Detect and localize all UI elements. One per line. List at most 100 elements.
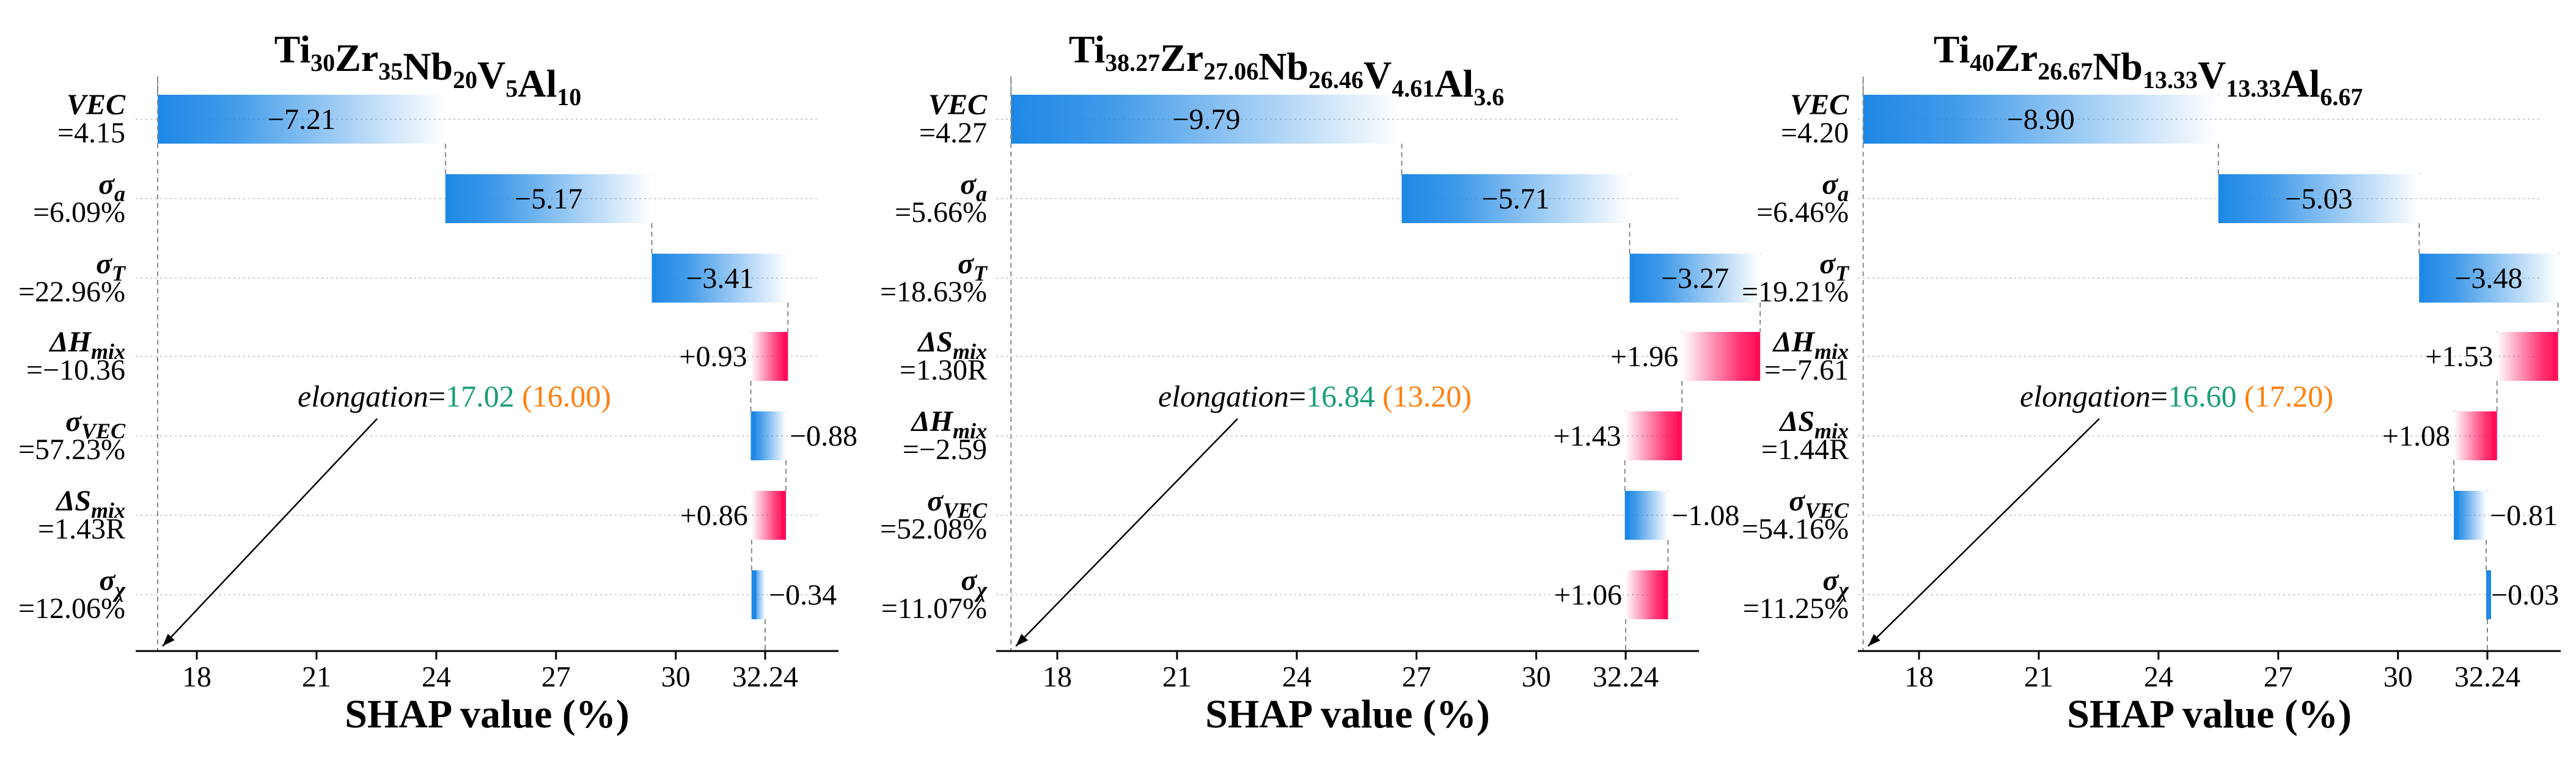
shap-bar-edge xyxy=(1011,95,1016,144)
shap-value-label: −7.21 xyxy=(268,103,336,136)
shap-value-label: +0.93 xyxy=(679,340,747,373)
shap-value-label: −3.41 xyxy=(686,262,754,295)
annotation-arrow xyxy=(162,418,378,647)
feature-value: =−10.36 xyxy=(26,354,125,386)
annotation-arrow xyxy=(1867,418,2100,647)
x-tick-label: 21 xyxy=(1162,661,1192,693)
shap-bar-positive xyxy=(751,491,786,540)
shap-bar-negative xyxy=(750,411,786,460)
x-tick-label: 32.24 xyxy=(732,661,798,693)
feature-value: =54.16% xyxy=(1742,513,1849,545)
shap-value-label: +1.43 xyxy=(1554,420,1621,452)
feature-value: =11.25% xyxy=(1743,592,1849,625)
shap-value-label: −9.79 xyxy=(1172,103,1240,136)
shap-value-label: −1.08 xyxy=(1671,499,1739,532)
shap-bar-edge xyxy=(751,570,757,619)
x-tick-label: 30 xyxy=(661,661,691,693)
feature-name: ΔHmix xyxy=(1772,326,1849,364)
feature-value: =22.96% xyxy=(18,276,125,308)
feature-name: σVEC xyxy=(927,485,988,523)
x-axis-label: SHAP value (%) xyxy=(345,692,629,737)
feature-name: σa xyxy=(960,168,987,206)
feature-name: ΔHmix xyxy=(911,405,987,443)
shap-bar-edge xyxy=(2492,411,2497,460)
shap-bar-positive xyxy=(1682,332,1761,381)
feature-value: =−7.61 xyxy=(1764,354,1849,386)
feature-value: =4.15 xyxy=(57,117,125,149)
feature-name: VEC xyxy=(1790,89,1849,121)
feature-name: ΔSmix xyxy=(917,326,987,364)
feature-value: =4.20 xyxy=(1781,117,1849,149)
feature-value: =6.46% xyxy=(1756,196,1849,229)
feature-name: σVEC xyxy=(1789,485,1849,523)
shap-bar-negative xyxy=(1863,95,2218,144)
x-tick-label: 21 xyxy=(2024,661,2053,693)
annotation-arrowhead xyxy=(1868,634,1881,646)
feature-name: ΔSmix xyxy=(55,485,125,523)
shap-value-label: −0.88 xyxy=(790,420,857,452)
shap-bar-edge xyxy=(2553,332,2558,381)
panel-title: Ti40Zr26.67Nb13.33V13.33Al6.67 xyxy=(1934,28,2363,111)
annotation-arrow xyxy=(1015,418,1238,647)
shap-bar-edge xyxy=(1629,254,1635,303)
shap-value-label: −3.48 xyxy=(2454,262,2522,295)
feature-name: ΔSmix xyxy=(1778,405,1849,443)
feature-name: σT xyxy=(96,248,127,285)
shap-bar-negative xyxy=(2454,491,2487,540)
feature-name: σχ xyxy=(1822,564,1849,602)
shap-value-label: −8.90 xyxy=(2007,103,2075,136)
shap-bar-edge xyxy=(2486,570,2492,619)
feature-value: =−2.59 xyxy=(903,433,987,466)
waterfall-panel-3: Ti40Zr26.67Nb13.33V13.33Al6.67 VEC=4.20 −8… xyxy=(1742,28,2561,737)
shap-value-label: −5.71 xyxy=(1482,183,1550,215)
shap-value-label: +1.96 xyxy=(1610,340,1678,373)
feature-value: =5.66% xyxy=(895,196,987,229)
shap-bar-edge xyxy=(1677,411,1682,460)
shap-bar-edge xyxy=(1401,174,1407,223)
shap-bar-edge xyxy=(2218,174,2223,223)
shap-bar-positive xyxy=(2454,411,2497,460)
feature-value: =6.09% xyxy=(33,196,125,229)
elongation-annotation: elongation=17.02 (16.00) xyxy=(298,379,611,413)
x-tick-label: 24 xyxy=(1282,661,1312,693)
shap-bar-edge xyxy=(783,332,788,381)
shap-bar-negative xyxy=(1629,254,1761,303)
feature-name: σT xyxy=(1819,248,1850,285)
feature-value: =57.23% xyxy=(18,433,125,466)
shap-bar-edge xyxy=(1755,332,1761,381)
x-tick-label: 18 xyxy=(182,661,211,693)
feature-name: σa xyxy=(1822,168,1849,206)
x-tick-label: 18 xyxy=(1043,661,1072,693)
shap-value-label: +1.53 xyxy=(2426,340,2493,373)
shap-bar-edge xyxy=(1863,95,1868,144)
x-tick-label: 21 xyxy=(302,661,331,693)
panel-title: Ti38.27Zr27.06Nb26.46V4.61Al3.6 xyxy=(1069,28,1504,111)
shap-bar-positive xyxy=(750,332,788,381)
shap-bar-edge xyxy=(157,95,163,144)
x-tick-label: 32.24 xyxy=(2454,661,2520,693)
feature-value: =19.21% xyxy=(1742,276,1849,308)
shap-bar-negative xyxy=(1011,95,1402,144)
x-tick-label: 24 xyxy=(422,661,451,693)
shap-bar-negative xyxy=(651,254,788,303)
shap-bar-negative xyxy=(2218,174,2420,223)
waterfall-panel-1: Ti30Zr35Nb20V5Al10 VEC=4.15 −7.21 σa=6.09% −… xyxy=(18,28,857,737)
feature-name: σVEC xyxy=(65,405,126,443)
shap-bar-positive xyxy=(1626,570,1668,619)
shap-value-label: −3.27 xyxy=(1661,262,1729,295)
annotation-arrowhead xyxy=(1016,633,1029,646)
shap-value-label: −0.34 xyxy=(769,579,837,611)
feature-name: VEC xyxy=(928,89,988,121)
x-tick-label: 30 xyxy=(1522,661,1551,693)
feature-name: σT xyxy=(958,248,988,285)
x-tick-label: 27 xyxy=(541,661,571,693)
shap-bar-edge xyxy=(651,254,657,303)
feature-name: σχ xyxy=(99,564,126,602)
feature-name: σχ xyxy=(961,564,988,602)
shap-bar-negative xyxy=(157,95,446,144)
shap-bar-negative xyxy=(2419,254,2558,303)
shap-bar-edge xyxy=(780,491,786,540)
shap-value-label: −5.03 xyxy=(2285,183,2353,215)
feature-value: =1.43R xyxy=(38,513,125,545)
